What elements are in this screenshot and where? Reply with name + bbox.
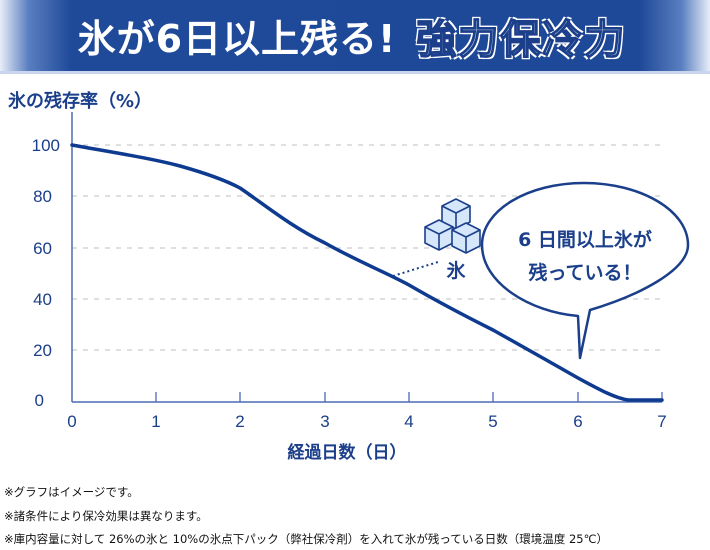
x-axis-ticks: [155, 392, 663, 402]
x-tick-5: 5: [488, 412, 497, 431]
y-tick-0: 0: [35, 391, 44, 410]
footnote-2: ※諸条件により保冷効果は異なります。: [4, 509, 208, 523]
x-tick-6: 6: [573, 412, 582, 431]
y-tick-100: 100: [32, 136, 60, 155]
x-tick-labels: 0 1 2 3 4 5 6 7: [67, 412, 666, 431]
ice-retention-line: [70, 143, 664, 402]
x-axis-title: 経過日数（日）: [288, 442, 407, 463]
ice-cubes-icon: [424, 198, 481, 254]
x-tick-7: 7: [657, 412, 666, 431]
footnote-1: ※グラフはイメージです。: [4, 485, 139, 499]
x-tick-0: 0: [67, 412, 76, 431]
header-banner: 氷が6日以上残る! 強力保冷力: [0, 0, 710, 74]
speech-bubble: [480, 181, 690, 360]
banner-main-text: 氷が6日以上残る!: [77, 17, 397, 61]
y-axis-title: 氷の残存率（%）: [8, 91, 153, 112]
ice-series-label: 氷: [446, 260, 466, 282]
ice-leader-line: [392, 261, 439, 277]
bubble-text-line2: 残っている！: [528, 261, 641, 284]
y-tick-60: 60: [33, 239, 52, 258]
y-tick-20: 20: [33, 341, 52, 360]
y-tick-80: 80: [33, 187, 52, 206]
x-tick-3: 3: [320, 412, 329, 431]
footnote-3: ※庫内容量に対して 26%の氷と 10%の氷点下パック（弊社保冷剤）を入れて氷が…: [4, 532, 609, 546]
x-tick-1: 1: [151, 412, 160, 431]
banner-sub-text: 強力保冷力: [416, 16, 627, 64]
y-tick-labels: 100 80 60 40 20 0: [32, 136, 60, 410]
line-chart: 100 80 60 40 20 0 0 1 2 3 4 5 6 7 経過日数（日…: [32, 112, 690, 463]
y-tick-40: 40: [33, 290, 52, 309]
x-tick-2: 2: [235, 412, 244, 431]
bubble-text-line1: 6 日間以上氷が: [518, 228, 652, 251]
x-tick-4: 4: [404, 412, 413, 431]
